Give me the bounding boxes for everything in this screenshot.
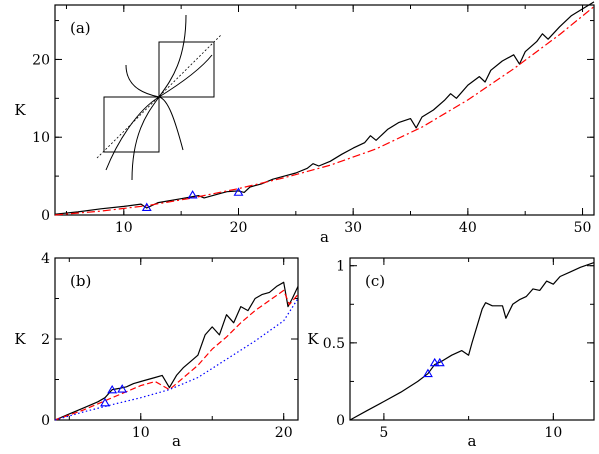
series-line-solid [349, 262, 595, 421]
data-point-triangle [233, 187, 244, 196]
x-tick-label: 10 [115, 220, 133, 236]
x-tick-label: 5 [379, 425, 388, 441]
plot-frame [54, 4, 595, 216]
panel-label: (a) [70, 19, 91, 37]
x-axis-label: a [320, 228, 329, 246]
y-axis-label: K [307, 330, 319, 348]
panel-label: (b) [70, 272, 91, 290]
data-point-triangle [187, 190, 198, 199]
y-tick-label: 10 [32, 130, 50, 146]
panel-label: (c) [365, 272, 385, 290]
y-tick-label: 0 [41, 208, 50, 224]
series-line-dashdot [54, 6, 595, 216]
data-point-triangle [117, 384, 128, 393]
series-line-solid [54, 1, 595, 215]
panel-a: 10 20 30 40 50 0 10 20 a K (a) [14, 1, 595, 246]
x-tick-label: 10 [132, 425, 150, 441]
data-point-triangle [434, 357, 445, 367]
inset-curve [125, 64, 184, 151]
x-tick-label: 40 [459, 220, 477, 236]
panel-c: 5 10 0 0.5 1 a K (c) [307, 257, 595, 450]
data-point-triangle [429, 357, 440, 367]
y-axis-label: K [14, 101, 26, 119]
x-tick-label: 10 [544, 425, 562, 441]
y-tick-label: 2 [41, 332, 50, 348]
data-point-triangle [100, 397, 110, 407]
x-tick-label: 20 [275, 425, 293, 441]
data-point-triangle [141, 202, 152, 211]
inset-curve [105, 54, 213, 171]
data-point-triangle [107, 384, 118, 394]
plot-frame [349, 257, 595, 421]
y-tick-label: 0 [41, 413, 50, 429]
x-tick-label: 30 [344, 220, 362, 236]
x-axis-label: a [172, 432, 181, 450]
series-line-dashed [54, 289, 299, 421]
series-line-solid [54, 281, 299, 421]
y-tick-label: 0 [336, 413, 345, 429]
inset-diagram [96, 14, 222, 181]
y-tick-label: 0.5 [323, 336, 345, 352]
inset-diagonal [96, 34, 222, 159]
series-line-dotted [54, 298, 299, 421]
x-tick-label: 20 [230, 220, 248, 236]
y-tick-label: 4 [41, 251, 50, 267]
y-axis-label: K [14, 330, 26, 348]
panel-b: 10 20 0 2 4 a K (b) [14, 251, 299, 450]
y-tick-label: 1 [336, 259, 345, 275]
inset-square [158, 41, 215, 98]
y-tick-label: 20 [32, 52, 50, 68]
data-point-triangle [422, 368, 433, 378]
x-tick-label: 50 [574, 220, 592, 236]
inset-square [103, 96, 160, 153]
x-axis-label: a [468, 432, 477, 450]
plot-frame [54, 257, 299, 421]
